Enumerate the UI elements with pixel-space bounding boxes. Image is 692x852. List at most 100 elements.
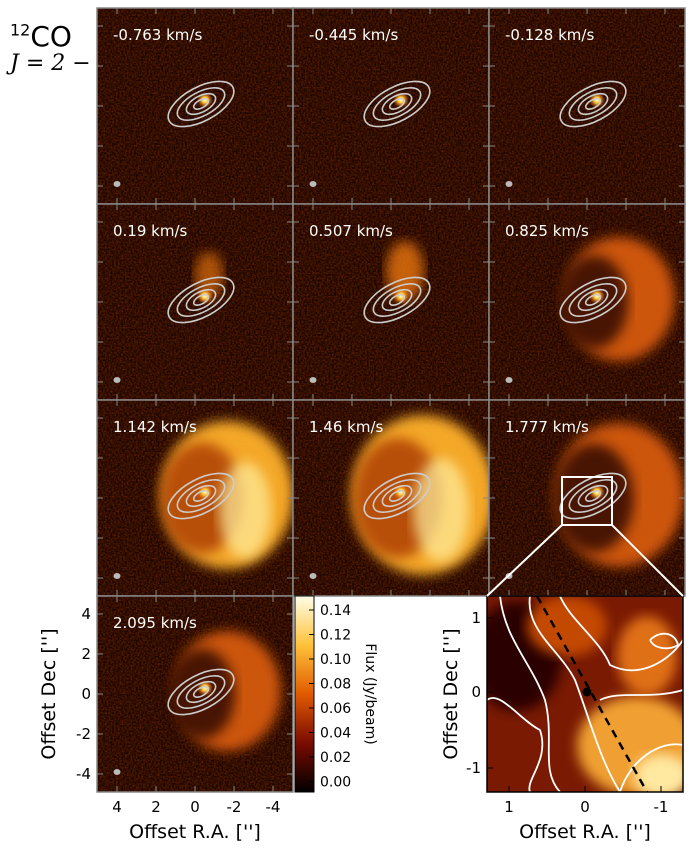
contour-line <box>649 632 680 650</box>
zoom-box <box>561 476 613 526</box>
orbit-ring <box>559 276 627 324</box>
orbit-ring <box>185 680 217 704</box>
x-tick-label: -4 <box>266 798 281 816</box>
orbit-rings <box>167 276 235 324</box>
figure-title: 12CO J = 2 − 1 <box>10 20 112 76</box>
y-tick-label: -2 <box>76 725 91 743</box>
x-axis-label: Offset R.A. [''] <box>129 821 261 843</box>
zoom-emission-peak <box>634 754 683 792</box>
orbit-rings <box>167 668 235 716</box>
velocity-label: 2.095 km/s <box>113 614 197 632</box>
zoom-connector <box>611 524 684 597</box>
contour-line <box>487 697 544 792</box>
zoom-connector <box>486 524 563 597</box>
beam-marker <box>309 181 317 187</box>
zoom-y-tick-label: 0 <box>471 683 481 701</box>
orbit-rings <box>167 472 235 520</box>
colorbar-tick-label: 0.06 <box>320 701 351 717</box>
orbit-ring <box>167 276 235 324</box>
y-tick-label: 0 <box>81 685 91 703</box>
beam-marker <box>309 573 317 579</box>
zoom-y-tick-label: 1 <box>471 609 481 627</box>
channel-panel: 0.825 km/s <box>488 203 686 401</box>
orbit-ring <box>176 283 226 317</box>
colorbar-tick-label: 0.14 <box>320 603 351 619</box>
orbit-ring <box>388 490 406 502</box>
orbit-ring <box>577 288 609 312</box>
colorbar-tick-label: 0.00 <box>320 775 351 791</box>
velocity-label: 1.142 km/s <box>113 418 197 436</box>
beam-marker <box>309 377 317 383</box>
emission-peak <box>219 461 271 559</box>
colorbar-tick-label: 0.02 <box>320 750 351 766</box>
contour-line <box>499 596 561 792</box>
zoom-panel <box>487 596 683 792</box>
zoom-x-axis-label: Offset R.A. [''] <box>519 821 651 843</box>
channel-panel: -0.128 km/s <box>488 7 686 205</box>
velocity-label: 1.777 km/s <box>505 418 589 436</box>
orbit-ring <box>559 80 627 128</box>
orbit-ring <box>372 87 422 121</box>
orbit-ring <box>176 675 226 709</box>
orbit-ring <box>577 92 609 116</box>
orbit-ring <box>584 98 602 110</box>
zoom-y-axis-label: Offset Dec [''] <box>440 628 462 759</box>
panel-noise <box>97 204 293 400</box>
channel-panel: 0.19 km/s <box>96 203 294 401</box>
channel-panel: 1.46 km/s <box>292 399 490 597</box>
panel-noise <box>489 8 685 204</box>
channel-panel: 1.777 km/s <box>488 399 686 597</box>
x-tick-label: 0 <box>190 798 200 816</box>
orbit-ring <box>192 686 210 698</box>
channel-panel: 0.507 km/s <box>292 203 490 401</box>
velocity-label: -0.445 km/s <box>309 26 398 44</box>
x-tick-label: 4 <box>112 798 122 816</box>
orbit-ring <box>381 484 413 508</box>
beam-marker <box>113 377 121 383</box>
contour-line <box>619 743 683 792</box>
velocity-label: 1.46 km/s <box>309 418 384 436</box>
orbit-ring <box>584 490 602 502</box>
orbit-ring <box>192 294 210 306</box>
orbit-ring <box>176 479 226 513</box>
panel-noise <box>293 8 489 204</box>
colorbar-tick-label: 0.10 <box>320 652 351 668</box>
zoom-x-tick-label: 0 <box>580 798 590 816</box>
beam-marker <box>505 181 513 187</box>
velocity-label: 0.507 km/s <box>309 222 393 240</box>
contour-line <box>599 689 683 701</box>
dashed-axis-line <box>535 596 649 792</box>
orbit-ring <box>192 98 210 110</box>
channel-panel: 2.095 km/s <box>96 595 294 793</box>
orbit-ring <box>388 294 406 306</box>
panel-noise <box>97 8 293 204</box>
channel-panel: 1.142 km/s <box>96 399 294 597</box>
beam-marker <box>505 377 513 383</box>
emission-plume <box>194 251 224 300</box>
colorbar-tick-label: 0.08 <box>320 677 351 693</box>
panel-frame <box>96 595 294 793</box>
orbit-ring <box>185 288 217 312</box>
beam-marker <box>113 181 121 187</box>
velocity-label: -0.128 km/s <box>505 26 594 44</box>
zoom-x-tick-label: -1 <box>654 798 669 816</box>
velocity-label: 0.19 km/s <box>113 222 188 240</box>
orbit-ring <box>167 472 235 520</box>
orbit-ring <box>372 283 422 317</box>
orbit-ring <box>381 92 413 116</box>
beam-marker <box>113 573 121 579</box>
orbit-rings <box>559 80 627 128</box>
x-tick-label: 2 <box>151 798 161 816</box>
velocity-label: -0.763 km/s <box>113 26 202 44</box>
orbit-ring <box>568 87 618 121</box>
beam-marker <box>113 769 121 775</box>
colorbar <box>294 595 315 793</box>
panel-noise <box>293 204 489 400</box>
orbit-ring <box>185 484 217 508</box>
contour-line <box>528 596 621 792</box>
y-axis-label: Offset Dec [''] <box>38 628 60 759</box>
y-tick-label: 4 <box>81 605 91 623</box>
velocity-label: 0.825 km/s <box>505 222 589 240</box>
emission-plume <box>386 241 424 301</box>
